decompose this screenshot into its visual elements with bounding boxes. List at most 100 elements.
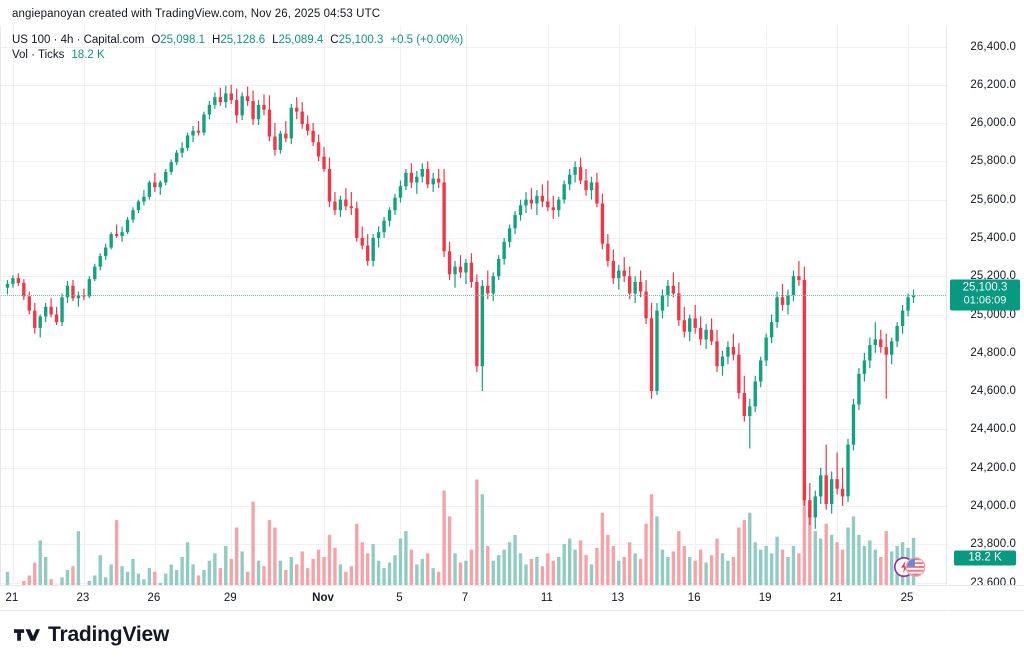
volume-bar	[393, 555, 397, 585]
volume-bar	[464, 560, 468, 585]
time-axis-tick-label: 7	[461, 592, 469, 604]
volume-bar	[22, 581, 26, 585]
candle-body	[857, 373, 861, 405]
candle-body	[551, 207, 555, 211]
candle-body	[835, 479, 839, 489]
candle-body	[87, 279, 92, 297]
symbol-label[interactable]: US 100 · 4h · Capital.com	[12, 34, 145, 46]
volume-bar	[158, 582, 162, 585]
price-change: +0.5 (+0.00%)	[390, 34, 464, 46]
candle-body	[453, 266, 457, 275]
volume-bar	[420, 558, 424, 585]
volume-label[interactable]: Vol · Ticks	[12, 49, 65, 61]
candle-body	[851, 404, 856, 445]
candle-body	[895, 325, 899, 342]
candle-body	[16, 278, 21, 283]
volume-bar	[153, 571, 157, 585]
volume-bar	[578, 540, 583, 585]
volume-bar	[851, 516, 856, 585]
candle-body	[153, 182, 157, 188]
volume-bar	[840, 549, 845, 585]
open-key: O	[151, 34, 161, 46]
candle-body	[671, 285, 676, 294]
tradingview-footer: TradingView	[14, 623, 169, 647]
volume-bar	[289, 557, 293, 585]
candle-body	[824, 475, 828, 505]
volume-bar	[769, 553, 774, 585]
time-axis-tick-label: 21	[829, 592, 843, 604]
volume-bar	[562, 544, 566, 585]
candle-body	[906, 297, 910, 311]
grid-line-horizontal	[1, 46, 946, 48]
volume-bar	[109, 564, 113, 585]
volume-bar	[311, 558, 315, 585]
volume-bar	[327, 534, 332, 585]
volume-bar	[409, 549, 414, 585]
volume-bar	[475, 479, 479, 585]
volume-bar	[786, 557, 790, 585]
volume-bar	[879, 557, 883, 585]
candle-body	[677, 293, 681, 321]
candle-body	[366, 245, 370, 261]
volume-bar	[38, 540, 42, 585]
economic-events-icon[interactable]	[893, 556, 927, 578]
time-axis-tick-label: 19	[758, 592, 772, 604]
price-axis-tick-label: 24,800.0	[970, 346, 1016, 359]
grid-line-horizontal	[1, 429, 946, 431]
candle-body	[344, 199, 348, 207]
candle-body	[731, 347, 736, 355]
current-price-badge[interactable]: 25,100.3 01:06:09	[950, 279, 1020, 311]
volume-bar	[114, 520, 119, 585]
candle-body	[748, 406, 752, 416]
volume-bar	[71, 566, 75, 585]
candle-body	[202, 114, 206, 133]
volume-bar	[5, 571, 10, 585]
price-axis-tick-label: 25,800.0	[970, 155, 1016, 168]
grid-line-vertical	[466, 26, 467, 585]
candle-body	[136, 201, 141, 211]
volume-bar	[480, 494, 485, 585]
volume-bar	[376, 560, 381, 585]
volume-bar	[43, 557, 48, 585]
candle-body	[33, 310, 37, 328]
volume-bar	[540, 566, 545, 585]
candle-body	[240, 96, 244, 116]
candle-body	[251, 101, 255, 120]
candle-body	[890, 341, 894, 355]
candle-body	[868, 345, 872, 361]
candle-body	[415, 176, 419, 183]
candle-body	[131, 210, 135, 220]
time-axis[interactable]: 21232629Nov5711131619212527	[0, 585, 984, 611]
candle-body	[709, 329, 714, 342]
candle-body	[562, 184, 566, 200]
volume-bar	[338, 564, 343, 585]
candle-body	[229, 93, 233, 101]
volume-bar	[87, 581, 92, 585]
volume-bar	[426, 553, 430, 585]
price-axis[interactable]: 26,400.0 26,200.0 26,000.0 25,800.0 25,600.0…	[948, 26, 1024, 589]
candle-body	[573, 167, 577, 175]
candle-body	[273, 136, 277, 150]
grid-line-vertical	[400, 26, 401, 585]
volume-badge[interactable]: 18.2 K	[954, 550, 1016, 566]
volume-bar	[600, 512, 605, 585]
candle-body	[688, 318, 692, 332]
candle-body	[114, 234, 119, 237]
candle-body	[218, 97, 223, 103]
candle-body	[791, 276, 796, 296]
volume-bar	[344, 571, 348, 585]
candle-body	[305, 124, 310, 131]
candlestick-and-volume-series	[5, 84, 916, 585]
volume-bar	[655, 516, 659, 585]
candle-body	[715, 341, 719, 367]
candle-body	[142, 196, 146, 202]
time-axis-tick-label: 23	[76, 592, 90, 604]
candle-body	[185, 135, 190, 148]
volume-bar	[589, 564, 594, 585]
axis-corner	[948, 585, 1024, 611]
volume-bar	[278, 560, 283, 585]
volume-bar	[759, 549, 763, 585]
candle-body	[174, 152, 179, 163]
chart-plot-area[interactable]	[0, 26, 947, 585]
volume-bar	[644, 523, 648, 585]
